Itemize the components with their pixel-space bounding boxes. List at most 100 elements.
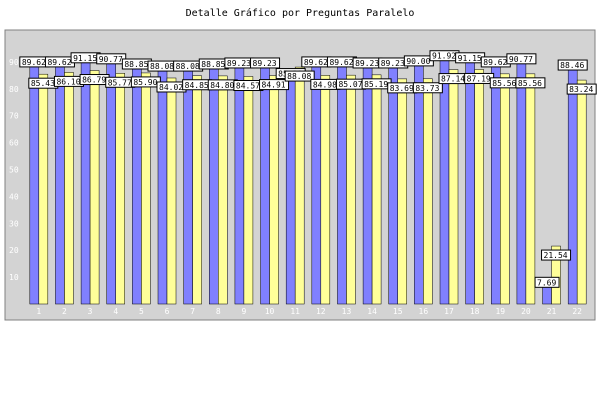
bar-series2-7 [192,75,202,305]
data-label: 88.08 [287,72,311,81]
y-tick-label: 80 [9,85,19,94]
bar-series2-18 [474,69,484,305]
bar-series1-19 [491,62,501,305]
bar-series2-12 [320,75,331,305]
x-category-label: 10 [265,307,275,316]
y-tick-label: 20 [9,246,19,255]
chart-title: Detalle Gráfico por Preguntas Paralelo [185,8,415,19]
data-label: 88.46 [560,61,584,70]
data-label-box [250,57,281,69]
x-category-label: 4 [113,307,118,316]
x-category-label: 15 [393,307,403,316]
bar-series2-1 [38,73,49,305]
bar-series2-8 [218,75,228,305]
y-tick-label: 10 [9,273,19,282]
bar-series2-13 [346,74,356,305]
x-category-label: 16 [419,307,429,316]
y-tick-label: 60 [9,139,19,148]
x-category-label: 12 [316,307,326,316]
bar-series2-3 [89,70,100,305]
bar-series1-22 [567,65,578,305]
bar-series1-3 [80,58,91,305]
x-category-label: 2 [62,307,67,316]
data-label: 21.54 [544,251,568,260]
x-category-label: 14 [367,307,377,316]
data-label: 87.19 [467,74,491,83]
data-label: 85.43 [31,79,55,88]
data-label: 89.23 [381,59,405,68]
data-label: 88.08 [150,62,174,71]
data-label: 86.10 [56,77,80,86]
bar-series2-15 [397,78,407,305]
y-tick-label: 90 [9,58,19,67]
data-label-box [557,59,588,71]
bar-series2-17 [448,69,459,305]
bar-series1-1 [29,62,40,305]
bar-series2-9 [243,76,254,305]
data-label: 86.79 [82,76,106,85]
x-category-label: 18 [470,307,480,316]
bar-series2-20 [525,73,536,305]
x-category-label: 20 [521,307,531,316]
data-label-box [506,53,537,65]
data-label: 85.56 [492,79,516,88]
data-label: 90.77 [99,55,123,64]
bar-series1-20 [516,59,527,305]
data-label: 90.00 [406,57,430,66]
bar-series1-14 [362,63,373,305]
bar-series1-18 [465,58,475,305]
x-category-label: 21 [547,307,557,316]
data-label: 89.62 [47,58,71,67]
data-label: 7.69 [537,278,556,287]
data-label: 84.80 [210,81,234,90]
data-label: 84.85 [185,81,209,90]
data-label: 91.15 [73,54,97,63]
data-label: 83.73 [415,84,439,93]
data-label: 85.19 [364,80,388,89]
bar-series2-16 [423,78,433,305]
bar-series1-15 [388,63,398,305]
data-label-box [515,77,546,89]
data-label: 89.23 [227,59,251,68]
bar-series1-17 [439,56,450,305]
bar-series1-12 [311,62,322,305]
bar-series1-9 [234,63,245,305]
data-label: 85.56 [518,79,542,88]
x-category-label: 3 [88,307,93,316]
bar-series2-6 [166,77,177,305]
bar-series2-11 [294,66,305,305]
bar-series2-4 [115,73,125,305]
data-label: 89.62 [22,58,46,67]
bar-series2-21 [551,245,561,305]
data-label: 84.57 [236,82,260,91]
data-label-box [534,276,560,288]
bar-series1-8 [209,64,219,305]
bar-series2-5 [141,72,151,305]
data-label-box [412,82,443,94]
bar-series1-2 [55,62,65,305]
bar-series2-22 [576,79,587,305]
data-label: 89.62 [329,58,353,67]
data-label-box [541,249,572,261]
data-label: 85.90 [133,78,157,87]
x-category-label: 13 [342,307,352,316]
data-label-box [284,70,315,82]
data-label: 84.98 [313,80,337,89]
data-label: 88.85 [201,60,225,69]
y-tick-label: 50 [9,166,19,175]
data-label: 87.14 [441,75,465,84]
x-category-label: 9 [241,307,246,316]
x-category-label: 17 [444,307,454,316]
data-label-box [259,79,290,91]
bar-series1-4 [106,59,116,305]
data-label: 85.77 [108,78,132,87]
data-label: 88.85 [124,60,148,69]
y-tick-label: 70 [9,112,19,121]
data-label: 84.91 [262,81,286,90]
bar-series2-10 [269,75,279,305]
bar-series2-14 [371,74,382,305]
x-category-label: 22 [572,307,582,316]
x-category-label: 7 [190,307,195,316]
data-label: 88.08 [176,62,200,71]
data-label: 91.92 [432,52,456,61]
